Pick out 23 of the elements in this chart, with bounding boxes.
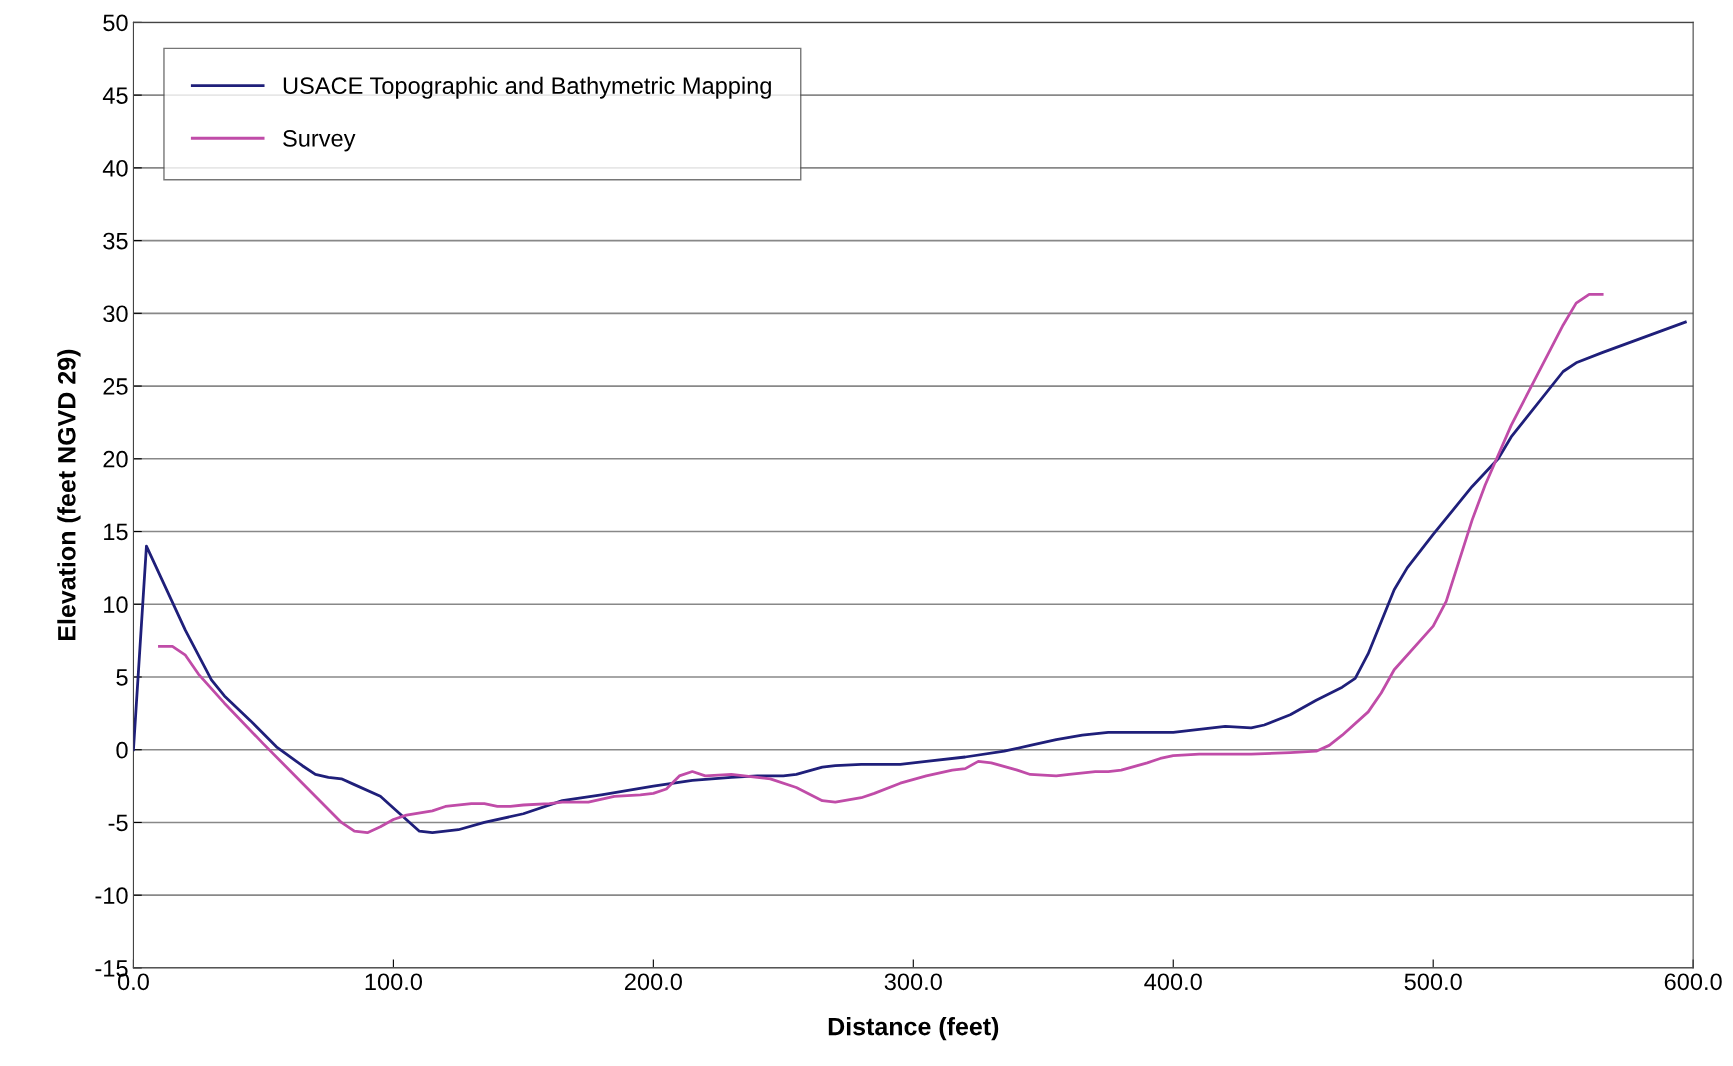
- y-tick-label: -5: [108, 814, 128, 832]
- y-tick-label: 10: [104, 596, 128, 614]
- y-tick-label: 35: [103, 232, 128, 250]
- y-tick-label: 40: [102, 159, 128, 177]
- x-tick-label: 200.0: [624, 973, 682, 991]
- x-tick-label: 300.0: [884, 973, 942, 991]
- y-tick-label: 5: [116, 669, 128, 686]
- y-tick-label: -10: [95, 887, 128, 904]
- y-tick-label: 20: [103, 450, 128, 468]
- y-tick-label: 25: [103, 378, 128, 395]
- legend-label: USACE Topographic and Bathymetric Mapping: [283, 76, 771, 99]
- x-axis-title: Distance (feet): [828, 1017, 999, 1041]
- y-tick-label: 50: [103, 14, 128, 32]
- y-tick-label: 45: [102, 87, 128, 104]
- y-tick-label: 0: [116, 741, 128, 759]
- x-tick-label: 400.0: [1144, 973, 1202, 991]
- y-axis-title: Elevation (feet NGVD 29): [57, 349, 81, 641]
- y-tick-label: 15: [104, 523, 128, 541]
- x-tick-label: 600.0: [1664, 973, 1722, 991]
- legend-label: Survey: [283, 130, 356, 152]
- y-tick-label: 30: [103, 305, 128, 323]
- x-tick-label: 500.0: [1404, 973, 1462, 991]
- x-tick-label: 100.0: [365, 973, 423, 991]
